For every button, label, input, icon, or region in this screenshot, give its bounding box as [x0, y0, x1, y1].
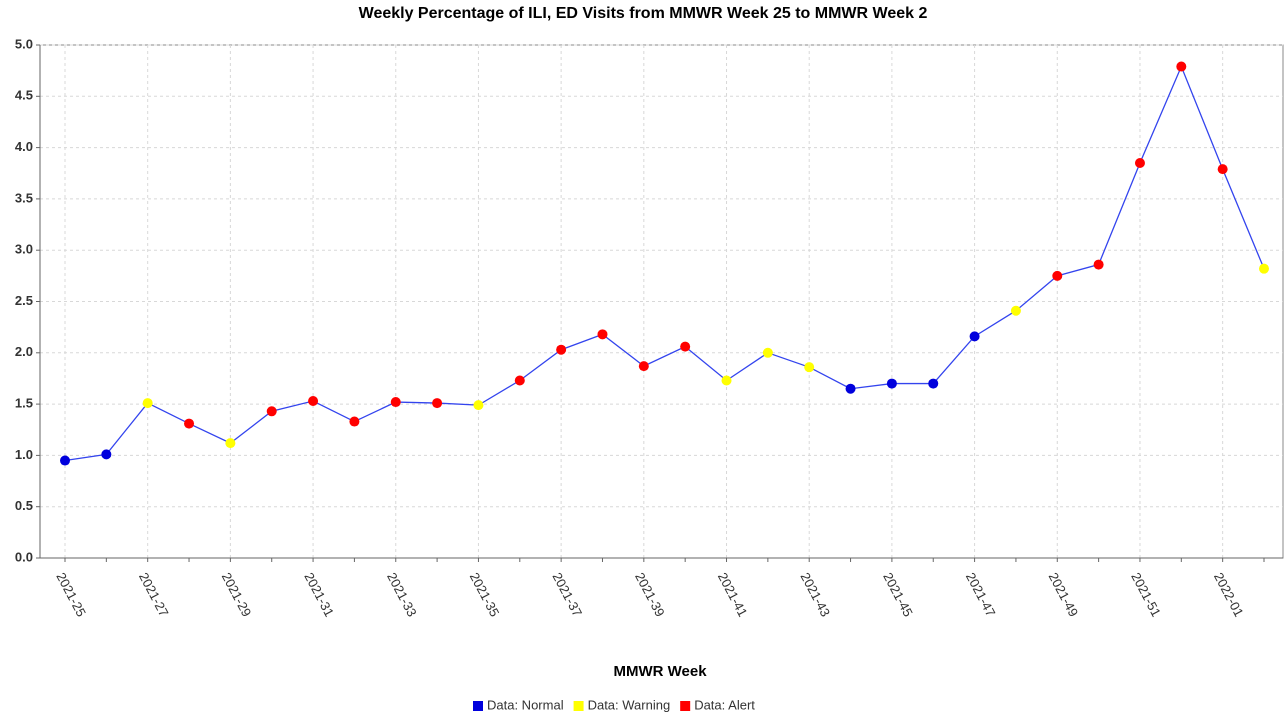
- data-point: [845, 383, 856, 394]
- data-point: [597, 329, 608, 340]
- data-point: [514, 375, 525, 386]
- data-point: [721, 375, 732, 386]
- legend-swatch: [573, 701, 584, 711]
- data-point: [60, 455, 70, 466]
- x-tick-label: 2021-27: [136, 570, 172, 619]
- x-tick-label: 2021-49: [1046, 570, 1082, 619]
- plot-background: [39, 44, 1284, 559]
- data-point: [432, 398, 443, 409]
- data-point: [1176, 61, 1187, 72]
- x-tick-label: 2021-37: [549, 570, 585, 619]
- legend-label: Data: Warning: [588, 697, 671, 712]
- data-point: [390, 397, 401, 408]
- legend-label: Data: Normal: [487, 697, 564, 712]
- data-point: [680, 341, 691, 352]
- data-point: [556, 344, 567, 355]
- data-point: [1010, 305, 1021, 316]
- y-tick-label: 1.5: [15, 396, 33, 411]
- data-point: [1052, 270, 1063, 281]
- x-tick-label: 2021-39: [632, 570, 668, 619]
- x-tick-label: 2021-29: [219, 570, 255, 619]
- data-point: [1134, 157, 1145, 168]
- data-point: [101, 449, 112, 460]
- x-tick-label: 2021-43: [798, 570, 834, 619]
- data-point: [969, 331, 980, 342]
- data-point: [142, 398, 153, 409]
- y-tick-label: 3.0: [15, 242, 33, 257]
- y-tick-label: 2.5: [15, 293, 33, 308]
- x-tick-label: 2021-33: [384, 570, 420, 619]
- data-point: [886, 378, 897, 389]
- y-tick-label: 4.0: [15, 139, 33, 154]
- data-point: [308, 396, 319, 407]
- data-point: [762, 347, 773, 358]
- x-tick-label: 2021-51: [1128, 570, 1164, 619]
- y-tick-label: 5.0: [15, 36, 33, 51]
- x-tick-label: 2021-35: [467, 570, 503, 619]
- data-point: [225, 438, 236, 449]
- legend-label: Data: Alert: [694, 697, 755, 712]
- y-tick-label: 0.5: [15, 498, 33, 513]
- y-tick-label: 2.0: [15, 344, 33, 359]
- x-tick-label: 2022-01: [1211, 570, 1247, 619]
- y-tick-label: 1.0: [15, 447, 33, 462]
- data-point: [1093, 259, 1104, 270]
- x-tick-label: 2021-25: [53, 570, 89, 619]
- data-point: [638, 361, 649, 372]
- data-point: [349, 416, 360, 427]
- data-point: [266, 406, 277, 417]
- data-point: [184, 418, 195, 429]
- x-tick-label: 2021-45: [880, 570, 916, 619]
- y-tick-label: 0.0: [15, 549, 33, 564]
- data-line: [64, 64, 1265, 462]
- legend-swatch: [680, 701, 691, 711]
- x-tick-label: 2021-47: [963, 570, 999, 619]
- y-tick-label: 3.5: [15, 190, 33, 205]
- data-point: [804, 362, 815, 373]
- y-tick-label: 4.5: [15, 88, 33, 103]
- x-tick-label: 2021-31: [301, 570, 337, 619]
- data-point: [473, 400, 484, 411]
- data-point: [1217, 164, 1228, 175]
- data-point: [1259, 263, 1269, 274]
- x-tick-label: 2021-41: [715, 570, 751, 619]
- x-axis-title: MMWR Week: [613, 663, 707, 680]
- chart-title: Weekly Percentage of ILI, ED Visits from…: [359, 5, 928, 22]
- legend-swatch: [473, 701, 483, 711]
- data-point: [928, 378, 939, 389]
